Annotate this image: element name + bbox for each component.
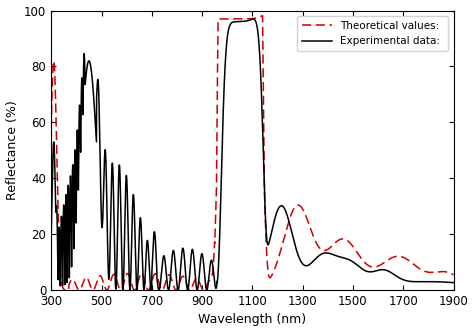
Y-axis label: Reflectance (%): Reflectance (%): [6, 100, 18, 200]
X-axis label: Wavelength (nm): Wavelength (nm): [198, 313, 307, 326]
Legend: Theoretical values: , Experimental data: : Theoretical values: , Experimental data:: [297, 16, 448, 51]
